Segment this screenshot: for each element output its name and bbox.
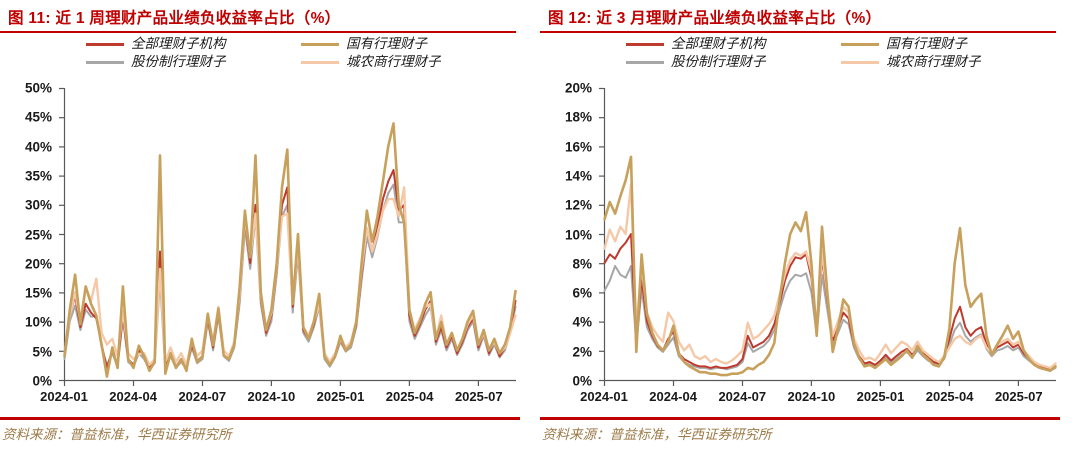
legend-line-swatch (86, 43, 124, 46)
figure-panel-right: 图 12: 近 3 月理财产品业绩负收益率占比（%） 全部理财子机构 国有行理财子… (540, 0, 1080, 450)
y-tick-label: 15% (24, 285, 52, 301)
y-tick-label: 12% (564, 197, 592, 213)
legend-line-swatch (301, 61, 339, 64)
title-underline (540, 31, 1056, 33)
legend-label: 全部理财子机构 (131, 36, 226, 52)
legend-line-swatch (626, 43, 664, 46)
y-tick-label: 25% (24, 227, 52, 242)
x-tick-label: 2025-07 (454, 389, 503, 404)
y-tick-label: 0% (572, 373, 592, 389)
legend-item: 国有行理财子 (841, 37, 1066, 52)
legend-label: 股份制行理财子 (131, 54, 226, 70)
legend-line-swatch (841, 43, 879, 46)
y-tick-label: 14% (564, 168, 592, 184)
x-tick-label: 2025-07 (994, 389, 1043, 404)
legend-item: 城农商行理财子 (301, 55, 526, 70)
x-tick-label: 2024-10 (247, 389, 296, 404)
x-tick-label: 2024-10 (787, 389, 836, 404)
y-tick-label: 35% (24, 168, 52, 184)
legend-line-swatch (301, 43, 339, 46)
figure-panel-left: 图 11: 近 1 周理财产品业绩负收益率占比（%） 全部理财子机构 国有行理财子… (0, 10, 526, 443)
source-note: 资料来源：普益标准，华西证券研究所 (542, 427, 772, 443)
legend-label: 国有行理财子 (346, 36, 427, 52)
y-axis-labels: 20% 18% 16% 14% 12% 10% 8% 6% 4% 2% 0% (540, 81, 596, 389)
footer-rule (0, 417, 520, 420)
y-tick-label: 16% (564, 139, 592, 155)
y-tick-label: 20% (24, 256, 52, 272)
legend-label: 股份制行理财子 (671, 54, 766, 70)
x-tick-label: 2024-04 (109, 389, 157, 404)
y-tick-label: 30% (24, 197, 52, 213)
legend-label: 国有行理财子 (886, 36, 967, 52)
legend-item: 城农商行理财子 (841, 55, 1066, 70)
chart-legend: 全部理财子机构 国有行理财子股份制行理财子 城农商行理财子 (626, 37, 1066, 70)
title-underline (0, 31, 516, 33)
legend-item: 全部理财子机构 (626, 37, 841, 52)
legend-label: 城农商行理财子 (346, 54, 441, 70)
figure-title: 图 12: 近 3 月理财产品业绩负收益率占比（%） (548, 10, 882, 27)
x-axis-labels: 2024-01 2024-04 2024-07 2024-10 2025-01 2025-… (40, 389, 516, 405)
legend-line-swatch (841, 61, 879, 64)
y-tick-label: 10% (564, 227, 592, 242)
legend-item: 国有行理财子 (301, 37, 526, 52)
x-tick-label: 2025-04 (925, 389, 974, 404)
y-tick-label: 4% (572, 314, 592, 330)
line-chart (59, 87, 517, 386)
x-tick-label: 2024-01 (40, 389, 88, 404)
y-tick-label: 8% (572, 256, 592, 272)
figure-title: 图 11: 近 1 周理财产品业绩负收益率占比（%） (8, 10, 341, 27)
chart-legend: 全部理财子机构 国有行理财子股份制行理财子 城农商行理财子 (86, 37, 526, 70)
legend-item: 股份制行理财子 (626, 55, 841, 70)
x-tick-label: 2024-07 (718, 389, 767, 404)
y-tick-label: 40% (24, 139, 52, 155)
x-axis-labels: 2024-01 2024-04 2024-07 2024-10 2025-01 2025-… (580, 389, 1056, 405)
y-tick-label: 2% (572, 344, 592, 360)
y-tick-label: 6% (572, 285, 592, 301)
legend-item: 股份制行理财子 (86, 55, 301, 70)
y-tick-label: 5% (32, 344, 52, 360)
legend-line-swatch (86, 61, 124, 64)
line-chart (599, 87, 1057, 386)
y-tick-label: 45% (24, 109, 52, 125)
y-tick-label: 18% (564, 109, 592, 125)
x-tick-label: 2025-01 (856, 389, 905, 404)
legend-line-swatch (626, 61, 664, 64)
x-tick-label: 2024-04 (649, 389, 697, 404)
x-tick-label: 2024-07 (178, 389, 227, 404)
y-tick-label: 20% (564, 80, 592, 96)
x-tick-label: 2025-04 (385, 389, 434, 404)
legend-item: 全部理财子机构 (86, 37, 301, 52)
y-tick-label: 50% (24, 80, 52, 96)
y-tick-label: 10% (24, 314, 52, 330)
x-tick-label: 2024-01 (580, 389, 628, 404)
legend-label: 全部理财子机构 (671, 36, 766, 52)
x-tick-label: 2025-01 (316, 389, 365, 404)
y-tick-label: 0% (32, 373, 52, 389)
footer-rule (540, 417, 1060, 420)
y-axis-labels: 50% 45% 40% 35% 30% 25% 20% 15% 10% 5% 0% (0, 81, 56, 389)
source-note: 资料来源：普益标准，华西证券研究所 (2, 427, 232, 443)
legend-label: 城农商行理财子 (886, 54, 981, 70)
